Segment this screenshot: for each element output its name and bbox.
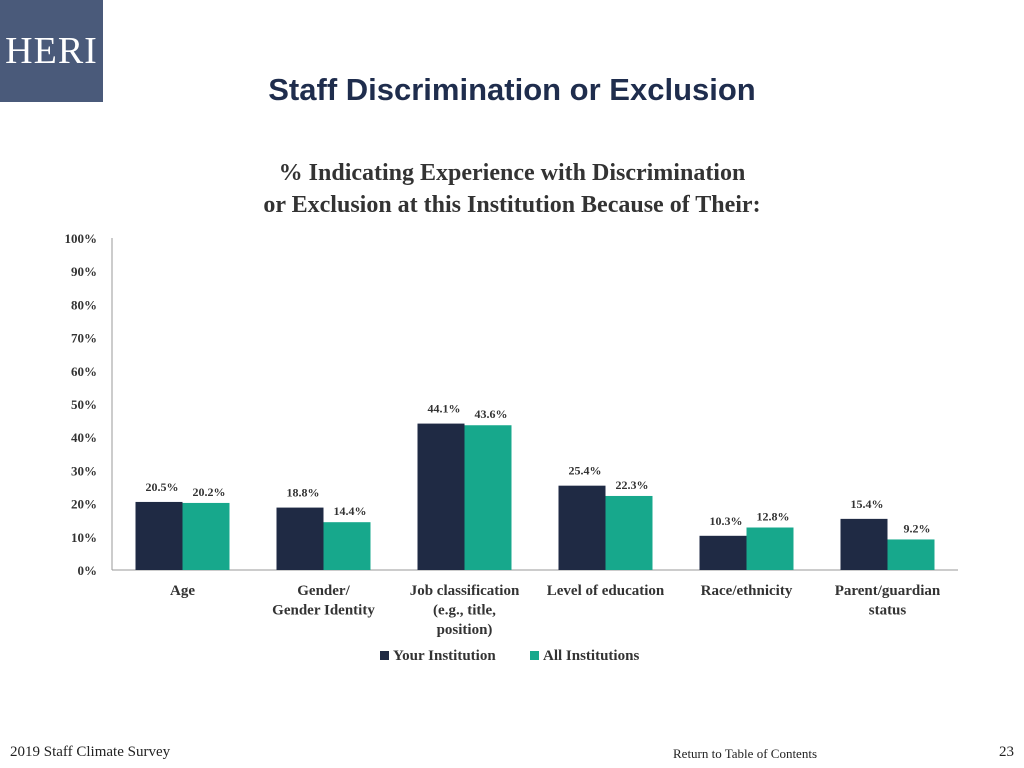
x-tick-label: Gender Identity: [272, 603, 375, 619]
data-label: 15.4%: [851, 497, 884, 511]
bar-your-institution: [276, 507, 324, 570]
y-tick-label: 100%: [65, 231, 98, 246]
bar-all-institutions: [464, 425, 512, 570]
x-tick-label: position): [437, 622, 493, 638]
x-tick-label: Job classification: [410, 583, 520, 599]
data-label: 25.4%: [569, 464, 602, 478]
x-tick-label: status: [869, 603, 907, 619]
y-tick-label: 0%: [78, 563, 98, 578]
legend-swatch-your-institution: [380, 651, 389, 660]
data-label: 44.1%: [428, 402, 461, 416]
data-label: 9.2%: [904, 521, 931, 535]
bar-all-institutions: [605, 495, 653, 570]
y-tick-label: 60%: [71, 364, 97, 379]
bar-all-institutions: [323, 522, 371, 570]
y-tick-label: 30%: [71, 463, 97, 478]
bar-all-institutions: [887, 539, 935, 570]
data-label: 20.5%: [146, 480, 179, 494]
legend-swatch-all-institutions: [530, 651, 539, 660]
y-tick-label: 10%: [71, 530, 97, 545]
legend-label-all-institutions: All Institutions: [543, 648, 639, 664]
slide-title: Staff Discrimination or Exclusion: [268, 72, 756, 107]
x-tick-label: (e.g., title,: [433, 603, 496, 619]
data-label: 12.8%: [757, 510, 790, 524]
data-label: 20.2%: [193, 485, 226, 499]
chart-title-line-2: or Exclusion at this Institution Because…: [263, 192, 761, 218]
y-tick-label: 90%: [71, 264, 97, 279]
y-tick-label: 70%: [71, 331, 97, 346]
footer-survey-name: 2019 Staff Climate Survey: [10, 744, 171, 760]
y-tick-label: 80%: [71, 297, 97, 312]
data-label: 43.6%: [475, 407, 508, 421]
x-tick-label: Race/ethnicity: [701, 583, 793, 599]
data-label: 10.3%: [710, 514, 743, 528]
data-label: 18.8%: [287, 486, 320, 500]
heri-logo: HERI: [0, 0, 103, 102]
bar-all-institutions: [182, 502, 230, 570]
y-tick-label: 20%: [71, 497, 97, 512]
bar-your-institution: [417, 423, 465, 570]
y-tick-label: 40%: [71, 430, 97, 445]
bar-your-institution: [840, 518, 888, 570]
page-number: 23: [999, 744, 1014, 760]
bar-your-institution: [135, 501, 183, 570]
chart-title-line-1: % Indicating Experience with Discriminat…: [278, 160, 746, 186]
bar-your-institution: [699, 535, 747, 570]
data-label: 14.4%: [334, 504, 367, 518]
chart-title: % Indicating Experience with Discriminat…: [150, 157, 874, 221]
legend-label-your-institution: Your Institution: [393, 648, 496, 664]
bar-all-institutions: [746, 527, 794, 570]
return-to-contents-link[interactable]: Return to Table of Contents: [673, 746, 817, 761]
logo-text: HERI: [5, 30, 98, 72]
x-tick-label: Parent/guardian: [835, 583, 941, 599]
x-tick-label: Age: [170, 583, 195, 599]
x-tick-label: Gender/: [297, 583, 350, 599]
data-label: 22.3%: [616, 478, 649, 492]
x-tick-label: Level of education: [547, 583, 665, 599]
bar-your-institution: [558, 485, 606, 570]
y-tick-label: 50%: [71, 397, 97, 412]
